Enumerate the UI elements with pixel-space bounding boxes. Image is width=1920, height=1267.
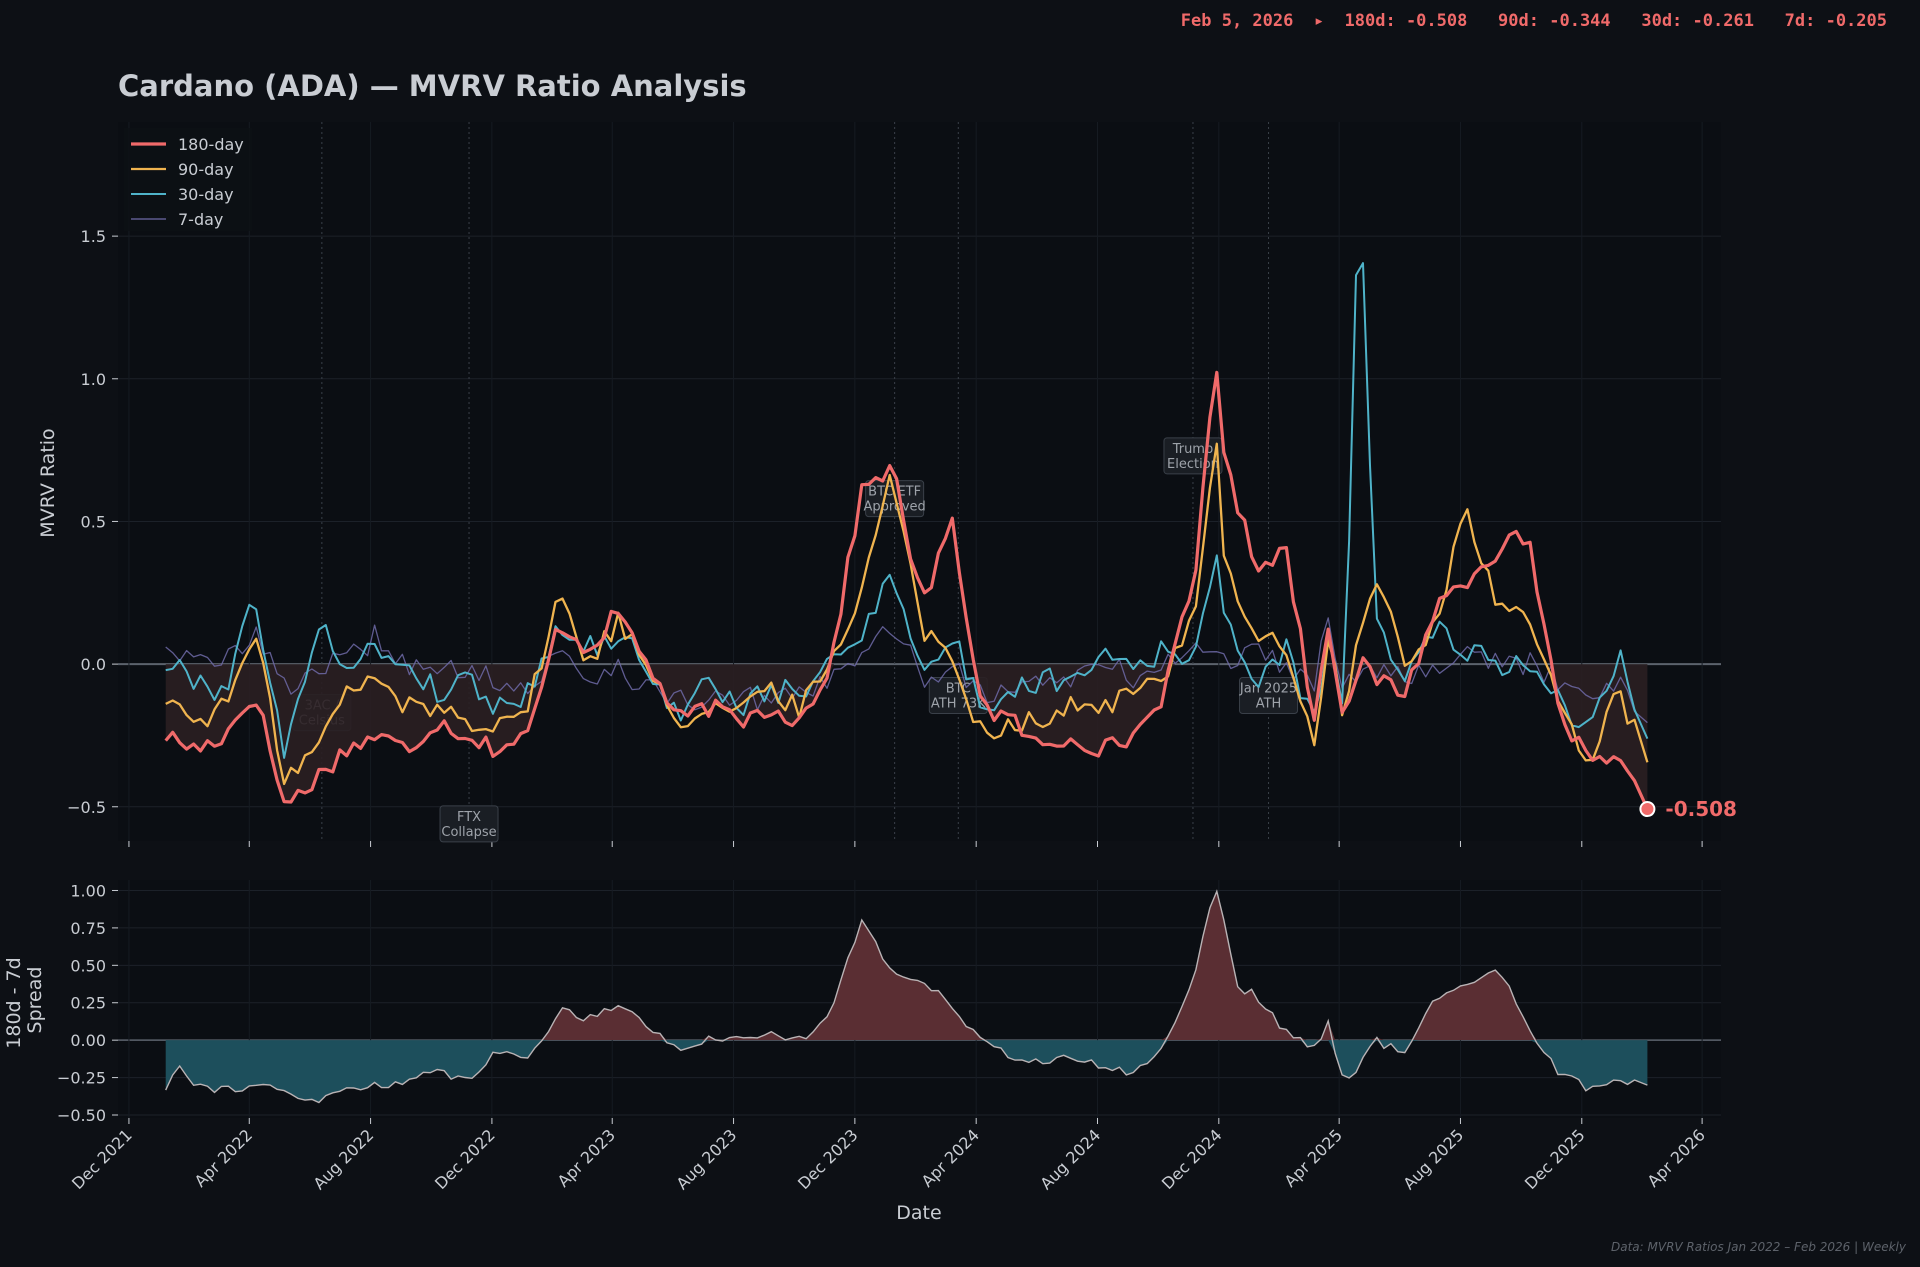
x-tick-label: Aug 2024 [1036, 1125, 1104, 1193]
x-axis-title: Date [896, 1202, 941, 1224]
spread-y-axis-title-line-2: Spread [24, 967, 46, 1034]
main-y-tick-label: −0.5 [67, 798, 106, 817]
x-tick-label: Apr 2022 [191, 1125, 256, 1190]
event-label-line: Collapse [441, 825, 496, 840]
main-x-ticks [128, 841, 1703, 847]
spread-x-ticks: Dec 2021 Apr 2022 Aug 2022 Dec 2022 Apr 2023… [68, 1118, 1709, 1193]
series-line-30-day [165, 262, 1649, 759]
x-tick-label: Aug 2022 [309, 1125, 377, 1193]
legend-label: 180-day [178, 135, 244, 154]
x-tick-label: Dec 2023 [794, 1125, 862, 1193]
x-tick-label: Aug 2023 [672, 1125, 740, 1193]
legend: 180-day 90-day 30-day 7-day [124, 128, 252, 231]
x-tick-label: Aug 2025 [1399, 1125, 1467, 1193]
spread-y-tick-label: −0.25 [57, 1069, 106, 1088]
main-y-tick-label: 1.0 [81, 370, 106, 389]
event-label-line: ATH [1256, 696, 1282, 711]
series-line-90-day [165, 442, 1649, 786]
event-label: Jan 2025 ATH [1239, 681, 1297, 711]
x-tick-label: Apr 2025 [1281, 1125, 1346, 1190]
spread-y-tick-label: 0.25 [70, 994, 106, 1013]
x-tick-label: Dec 2022 [431, 1125, 499, 1193]
event-label-box [439, 805, 499, 843]
event-label: FTX Collapse [441, 810, 496, 840]
event-label: Trump Election [1167, 442, 1219, 472]
event-label-line: Election [1167, 457, 1219, 472]
main-y-tick-label: 0.5 [81, 512, 106, 531]
legend-label: 90-day [178, 160, 234, 179]
series-lines [164, 262, 1649, 810]
event-label-line: ATH 73K [931, 696, 986, 711]
last-value-label: -0.508 [1665, 797, 1737, 821]
event-label-line: Trump [1172, 442, 1214, 457]
spread-y-tick-label: 1.00 [70, 881, 106, 900]
spread-y-tick-label: 0.00 [70, 1031, 106, 1050]
event-label-line: BTC [946, 681, 971, 696]
main-y-tick-label: 1.5 [81, 227, 106, 246]
spread-y-axis-title: 180d - 7d Spread [3, 951, 46, 1048]
spread-y-tick-label: 0.75 [70, 919, 106, 938]
main-y-ticks: −0.5 0.0 0.5 1.0 1.5 [67, 227, 118, 817]
x-tick-label: Apr 2026 [1644, 1125, 1709, 1190]
spread-y-tick-label: 0.50 [70, 956, 106, 975]
x-tick-label: Dec 2025 [1521, 1125, 1589, 1193]
spread-y-ticks: −0.50 −0.25 0.00 0.25 0.50 0.75 1.00 [57, 881, 118, 1125]
x-tick-label: Apr 2024 [918, 1125, 983, 1190]
spread-line [165, 889, 1648, 1104]
legend-label: 30-day [178, 185, 234, 204]
x-tick-label: Dec 2024 [1158, 1125, 1226, 1193]
spread-y-tick-label: −0.50 [57, 1106, 106, 1125]
main-y-tick-label: 0.0 [81, 655, 106, 674]
series-line-180-day [164, 370, 1649, 810]
event-label-line: Jan 2025 [1239, 681, 1297, 696]
status-readout: Feb 5, 2026 ▸ 180d: -0.508 90d: -0.344 3… [1181, 11, 1887, 31]
x-tick-label: Dec 2021 [68, 1125, 136, 1193]
main-y-axis-title: MVRV Ratio [37, 428, 59, 537]
x-tick-label: Apr 2023 [554, 1125, 619, 1190]
data-source-footer: Data: MVRV Ratios Jan 2022 – Feb 2026 | … [1611, 1240, 1907, 1254]
chart-title: Cardano (ADA) — MVRV Ratio Analysis [118, 69, 747, 103]
last-value-marker: -0.508 [1639, 797, 1737, 821]
spread-positive-area [165, 891, 1648, 1041]
spread-negative-area [165, 1040, 1648, 1103]
spread-y-axis-title-line-1: 180d - 7d [3, 957, 25, 1048]
last-value-dot [1639, 801, 1656, 818]
spread-area [165, 889, 1648, 1104]
legend-label: 7-day [178, 210, 223, 229]
event-label-line: Approved [863, 500, 925, 515]
event-label-line: FTX [457, 810, 481, 825]
